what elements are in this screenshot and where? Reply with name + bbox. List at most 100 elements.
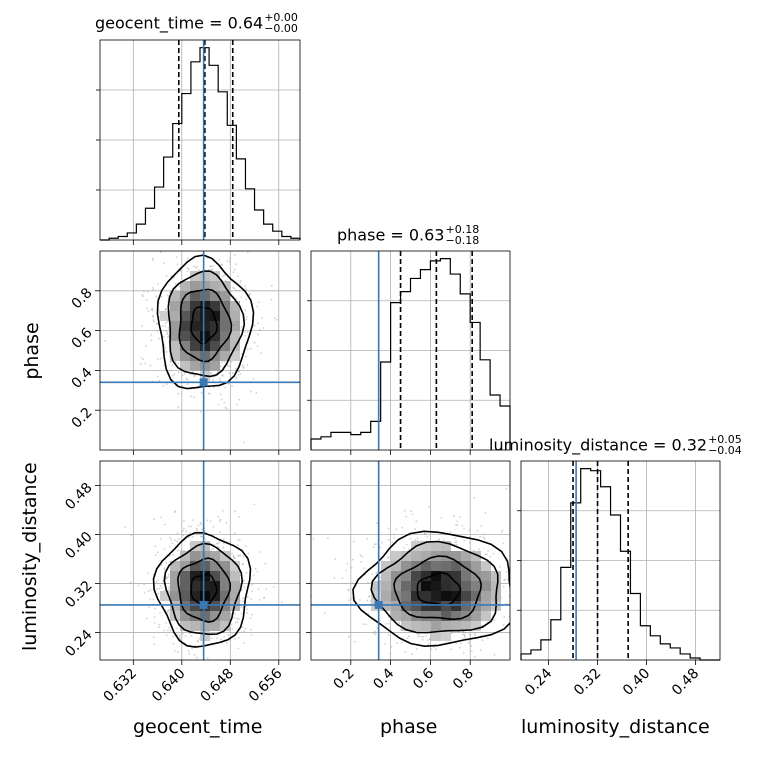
panel-geocent-time-vs-phase-sample [177,371,180,374]
panel-phase-vs-luminosity-distance-sample [535,594,537,596]
panel-geocent-time-vs-luminosity-distance-sample [201,535,203,538]
panel-geocent-time-vs-luminosity-distance-sample [124,526,127,529]
panel-phase-vs-luminosity-distance-sample [366,599,369,602]
panel-geocent-time-vs-phase-sample [190,191,192,193]
panel-phase-vs-luminosity-distance-density-cell [401,561,411,571]
panel-phase-vs-luminosity-distance-sample [455,523,457,526]
panel-phase-vs-luminosity-distance-sample [479,535,482,538]
panel-phase-vs-luminosity-distance-density-cell [471,621,481,631]
panel-phase-vs-luminosity-distance-sample [405,515,408,518]
panel-geocent-time-vs-phase-sample [230,360,233,363]
panel-phase-vs-luminosity-distance-density-cell [461,571,471,581]
panel-phase-vs-luminosity-distance-sample [516,607,518,609]
panel-geocent-time-vs-luminosity-distance-density-cell [220,611,230,621]
panel-phase-vs-luminosity-distance-density-cell [441,621,451,631]
hist-luminosity-distance-xtick-label-3: 0.48 [669,666,702,699]
panel-phase-vs-luminosity-distance-sample [512,558,514,560]
panel-phase-vs-luminosity-distance-sample [449,531,452,533]
panel-geocent-time-vs-luminosity-distance-density-cell [200,571,210,581]
panel-geocent-time-vs-phase-sample [276,369,278,372]
panel-geocent-time-vs-luminosity-distance-sample [212,548,215,550]
panel-phase-vs-luminosity-distance-sample [470,650,473,652]
panel-geocent-time-vs-luminosity-distance-sample [192,519,195,521]
panel-phase-vs-luminosity-distance-sample [501,529,504,532]
panel-phase-vs-luminosity-distance-sample [403,546,405,549]
panel-geocent-time-vs-luminosity-distance-sample [176,549,179,552]
panel-phase-vs-luminosity-distance-sample [363,567,365,569]
panel-geocent-time-vs-phase-contour-3 [156,254,255,390]
panel-phase-vs-luminosity-distance-density-cell [431,541,441,551]
panel-phase-vs-luminosity-distance-sample [425,635,428,638]
panel-geocent-time-vs-phase-sample [237,370,240,373]
panel-geocent-time-vs-phase-sample [167,327,170,329]
panel-phase-vs-luminosity-distance-density-cell [401,581,411,591]
panel-geocent-time-vs-phase-sample [224,406,227,409]
panel-geocent-time-vs-phase-density [160,271,240,381]
panel-geocent-time-vs-phase-sample [257,301,260,304]
panel-phase-vs-luminosity-distance-sample [458,646,461,649]
panel-geocent-time-vs-luminosity-distance-sample [183,519,185,522]
panel-phase-vs-luminosity-distance-sample [345,569,347,572]
panel-geocent-time-vs-luminosity-distance-sample [159,612,161,614]
panel-geocent-time-vs-phase-sample [165,275,168,278]
panel-phase-vs-luminosity-distance-sample [531,600,533,602]
panel-geocent-time-vs-luminosity-distance-sample [223,636,226,639]
panel-geocent-time-vs-luminosity-distance-density-cell [210,551,220,561]
panel-geocent-time-vs-phase-density-cell [230,331,240,341]
panel-phase-vs-luminosity-distance-sample [385,623,387,625]
panel-geocent-time-vs-phase-sample [160,296,163,298]
panel-geocent-time-vs-luminosity-distance-sample [190,525,193,528]
panel-geocent-time-vs-phase-sample [152,316,155,319]
panel-geocent-time-vs-phase-density-cell [180,361,190,371]
panel-geocent-time-vs-luminosity-distance-ytick-label-3: 0.48 [62,480,95,513]
panel-geocent-time-vs-phase-sample [166,383,168,385]
panel-phase-vs-luminosity-distance-density-cell [431,621,441,631]
panel-geocent-time-vs-luminosity-distance-sample [197,640,200,643]
panel-phase-vs-luminosity-distance-sample [351,597,353,600]
panel-geocent-time-vs-luminosity-distance-sample [272,586,275,588]
panel-geocent-time-vs-phase-sample [185,377,188,380]
panel-phase-vs-luminosity-distance-density-cell [411,591,421,601]
panel-phase-vs-luminosity-distance-sample [463,539,466,542]
panel-phase-vs-luminosity-distance-density-cell [481,591,491,601]
panel-phase-vs-luminosity-distance-density-cell [441,541,451,551]
panel-geocent-time-vs-luminosity-distance-density-cell [230,561,240,571]
panel-geocent-time-vs-luminosity-distance-sample [165,561,168,564]
panel-geocent-time-vs-phase-sample [186,383,189,385]
panel-geocent-time-vs-phase-density-cell [200,341,210,351]
panel-geocent-time-vs-luminosity-distance-density-cell [180,591,190,601]
panel-geocent-time-vs-phase-sample [175,282,177,285]
panel-geocent-time-vs-phase-frame [99,250,301,451]
panel-geocent-time-vs-luminosity-distance-sample [209,520,212,522]
panel-geocent-time-vs-luminosity-distance-sample [217,546,220,549]
panel-phase-vs-luminosity-distance-density-cell [401,591,411,601]
panel-geocent-time-vs-phase-sample [273,317,276,319]
panel-phase-vs-luminosity-distance-sample [364,574,367,576]
panel-phase-vs-luminosity-distance-sample [484,553,487,555]
panel-phase-vs-luminosity-distance-sample [426,535,428,538]
panel-geocent-time-vs-phase-sample [165,308,167,311]
hist-phase-steps [310,258,511,450]
panel-geocent-time-vs-luminosity-distance-density-cell [200,591,210,601]
panel-phase-vs-luminosity-distance-sample [545,564,547,566]
panel-geocent-time-vs-phase-sample [235,263,237,266]
hist-luminosity-distance-xtick-label-1: 0.32 [571,666,604,699]
panel-geocent-time-vs-luminosity-distance-sample [173,649,176,652]
panel-phase-vs-luminosity-distance-density-cell [421,611,431,621]
panel-geocent-time-vs-phase-sample [193,396,195,399]
panel-phase-vs-luminosity-distance-sample [424,532,427,535]
panel-geocent-time-vs-luminosity-distance-sample [143,583,146,586]
panel-geocent-time-vs-phase-sample [237,275,239,278]
panel-geocent-time-vs-phase-sample [176,263,179,266]
panel-phase-vs-luminosity-distance-density-cell [391,611,401,621]
panel-geocent-time-vs-luminosity-distance-density-cell [210,581,220,591]
panel-geocent-time-vs-luminosity-distance-sample [159,538,162,540]
panel-geocent-time-vs-phase-sample [177,392,180,395]
panel-phase-vs-luminosity-distance-sample [513,672,515,674]
panel-phase-vs-luminosity-distance-sample [524,603,526,605]
panel-phase-vs-luminosity-distance-sample [405,543,408,546]
panel-phase-vs-luminosity-distance-density-cell [431,571,441,581]
panel-geocent-time-vs-phase-sample [149,364,152,367]
panel-geocent-time-vs-phase-density-cell [160,311,170,321]
